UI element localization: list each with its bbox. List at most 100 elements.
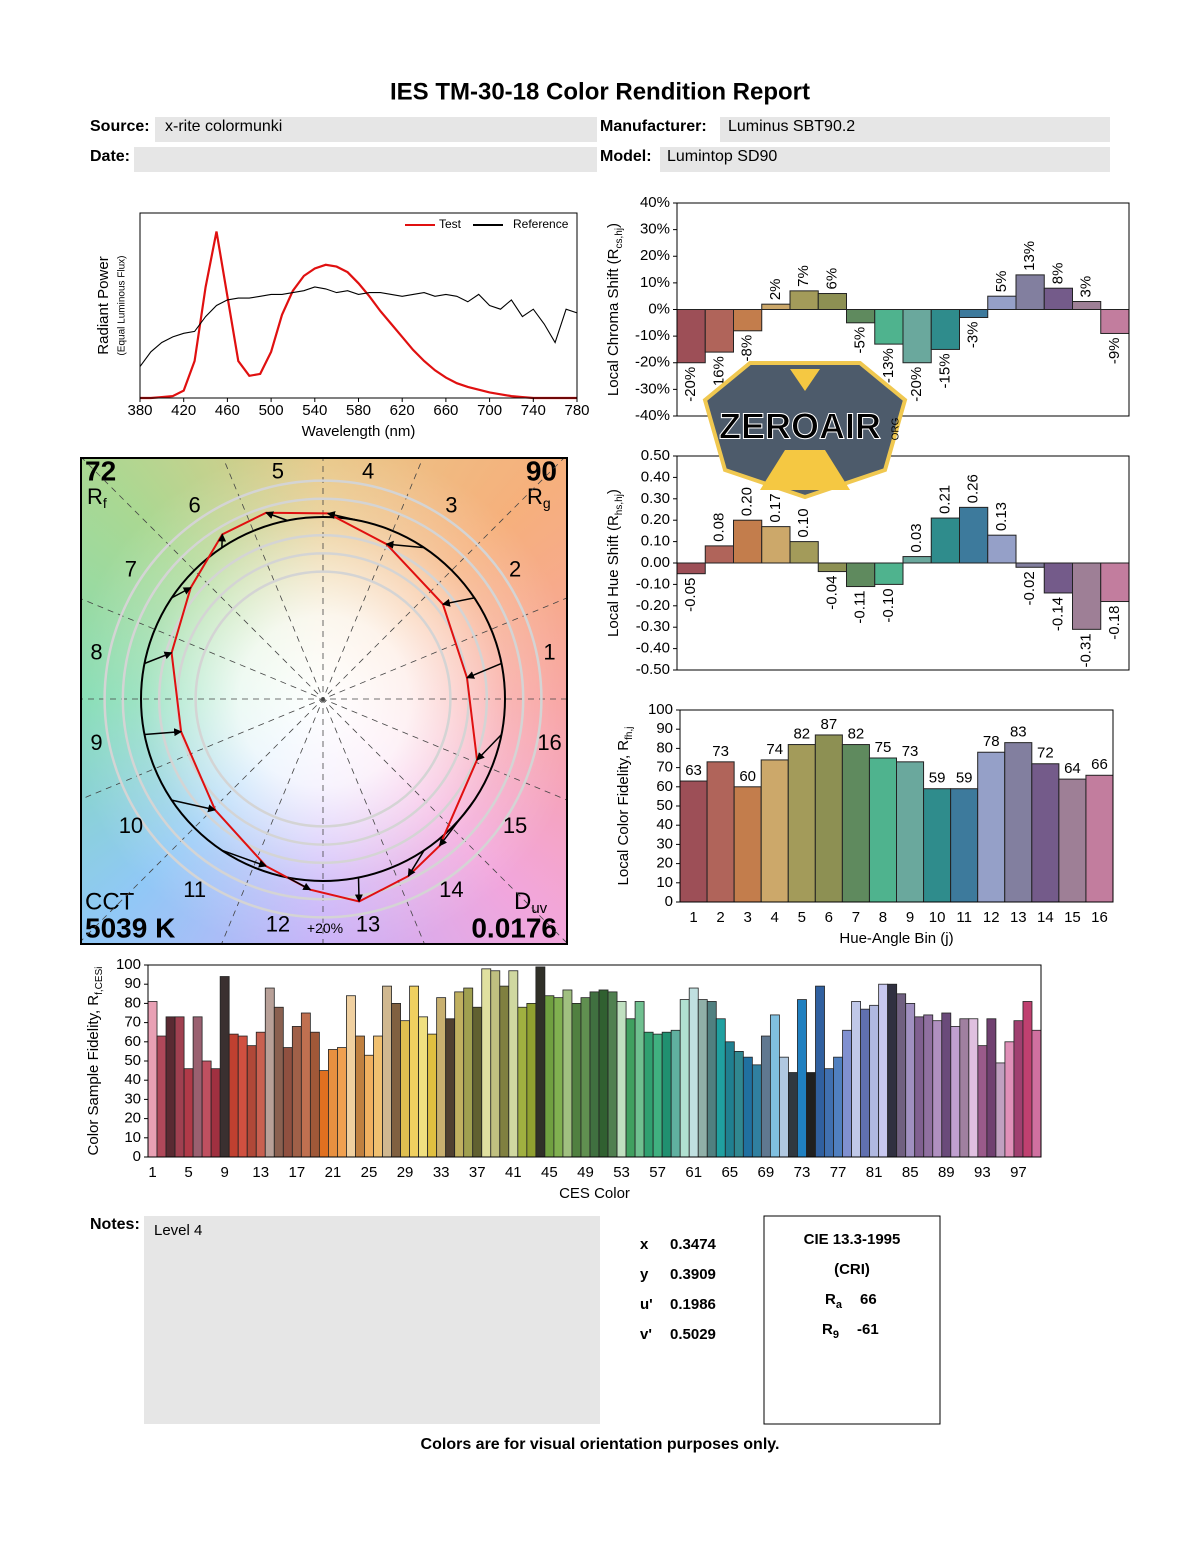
- bar: [769, 1014, 780, 1158]
- bar: [987, 534, 1017, 564]
- data-label: 0.20: [739, 487, 756, 516]
- y-axis-label: Radiant Power: [95, 256, 112, 354]
- data-label: 0.03: [908, 523, 925, 552]
- bar: [165, 1016, 176, 1158]
- y-tick-label: -0.10: [636, 575, 670, 592]
- shift-arrow: [466, 662, 502, 679]
- bar: [923, 1014, 934, 1158]
- bar: [526, 1003, 537, 1158]
- bar: [1100, 309, 1130, 334]
- bar: [318, 1070, 329, 1158]
- bar: [851, 1001, 861, 1158]
- data-label: 8%: [1049, 263, 1066, 285]
- y-tick-label: 100: [116, 956, 141, 973]
- label-part: hs,hj: [614, 494, 625, 515]
- bar: [676, 562, 706, 575]
- bar: [941, 1012, 952, 1158]
- bar: [607, 991, 618, 1158]
- data-label: 66: [1091, 756, 1108, 773]
- x-tick-label: 89: [938, 1164, 955, 1181]
- x-tick-label: 10: [929, 909, 946, 926]
- label-part: ): [605, 223, 622, 228]
- x-tick-label: 29: [397, 1164, 414, 1181]
- bar: [724, 1041, 735, 1158]
- label-part: ): [605, 489, 622, 494]
- bar: [156, 1035, 167, 1158]
- shift-arrow: [144, 651, 173, 665]
- bar: [616, 1001, 627, 1158]
- shift-arrow: [354, 877, 363, 903]
- bar: [878, 983, 889, 1158]
- x-tick-label: 9: [906, 909, 914, 926]
- rg-label: Rg: [527, 484, 551, 511]
- x-tick-label: 4: [771, 909, 779, 926]
- label-part: R: [825, 1291, 836, 1308]
- ra-value: 66: [860, 1291, 877, 1308]
- field-box: [134, 147, 597, 172]
- bar: [562, 989, 573, 1158]
- bar: [860, 1008, 871, 1158]
- y-tick-label: 0.00: [641, 554, 670, 571]
- bar: [902, 556, 932, 564]
- data-label: 73: [712, 743, 729, 760]
- y-tick-label: 0%: [648, 300, 670, 317]
- shift-arrow: [144, 728, 183, 737]
- bar: [625, 1018, 636, 1158]
- bar: [481, 968, 492, 1158]
- y-tick-label: 20: [124, 1110, 141, 1127]
- bar: [950, 788, 979, 903]
- rf-label: Rf: [87, 484, 107, 511]
- label-part: Local Color Fidelity, R: [615, 740, 632, 886]
- data-label: -15%: [936, 353, 953, 388]
- data-label: -9%: [1106, 337, 1123, 364]
- field-label: Model:: [600, 148, 652, 165]
- x-tick-label: 14: [1037, 909, 1054, 926]
- vector-plot: [82, 459, 566, 943]
- bar: [932, 1020, 943, 1158]
- data-label: 0.08: [710, 513, 727, 542]
- chroma-value: 0.3474: [670, 1236, 717, 1253]
- bar: [842, 1029, 852, 1158]
- notes-text: Level 4: [154, 1222, 202, 1239]
- x-tick-label: 500: [259, 402, 284, 419]
- x-tick-label: 1: [689, 909, 697, 926]
- x-tick-label: 81: [866, 1164, 883, 1181]
- bar: [779, 1056, 789, 1158]
- bar: [751, 1064, 762, 1158]
- label-part: cs,hj: [614, 228, 625, 249]
- bar: [914, 1016, 925, 1158]
- y-tick-label: 0.30: [641, 490, 670, 507]
- x-tick-label: 660: [433, 402, 458, 419]
- x-tick-label: 580: [346, 402, 371, 419]
- duv-value: 0.0176: [471, 912, 557, 943]
- bar: [1072, 562, 1102, 630]
- x-tick-label: 77: [830, 1164, 847, 1181]
- data-label: -0.05: [682, 578, 699, 612]
- bar: [814, 734, 843, 903]
- x-tick-label: 700: [477, 402, 502, 419]
- bar: [706, 1001, 717, 1158]
- bar: [679, 780, 708, 903]
- data-label: 0.10: [795, 508, 812, 537]
- y-tick-label: -0.40: [636, 640, 670, 657]
- y-tick-label: 10: [656, 874, 673, 891]
- ring: [194, 570, 452, 828]
- y-tick-label: 70: [656, 759, 673, 776]
- y-tick-label: 40: [124, 1071, 141, 1088]
- bar: [1031, 1029, 1042, 1158]
- bar: [761, 303, 791, 310]
- x-tick-label: 21: [325, 1164, 342, 1181]
- x-tick-label: 740: [521, 402, 546, 419]
- ring: [121, 497, 525, 901]
- x-tick-label: 13: [1010, 909, 1027, 926]
- x-axis-label: Hue-Angle Bin (j): [839, 930, 953, 947]
- x-tick-label: 97: [1010, 1164, 1027, 1181]
- x-axis-label: Wavelength (nm): [302, 423, 416, 440]
- x-tick-label: 620: [390, 402, 415, 419]
- y-tick-label: 90: [656, 720, 673, 737]
- y-tick-label: 70: [124, 1014, 141, 1031]
- data-label: -0.10: [880, 588, 897, 622]
- x-tick-label: 17: [288, 1164, 305, 1181]
